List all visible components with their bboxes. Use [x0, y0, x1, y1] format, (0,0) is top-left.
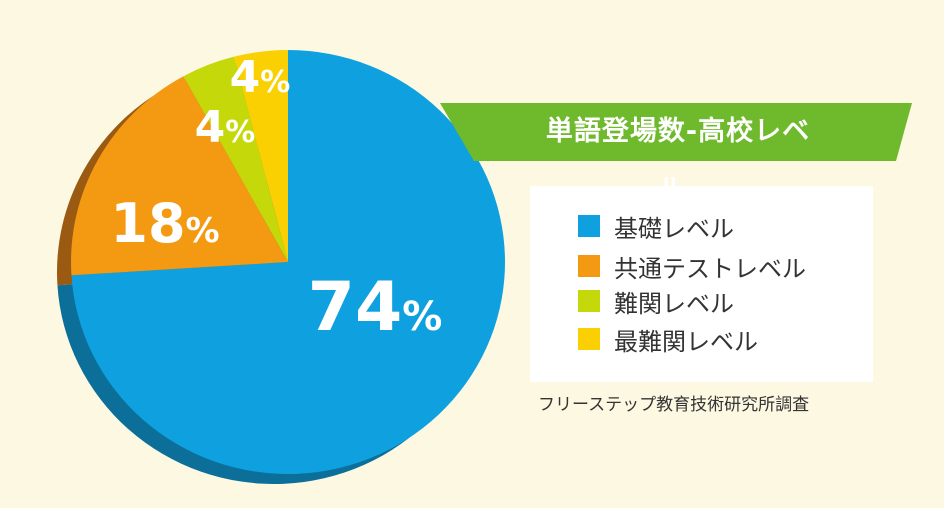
- data-label-basic: 74%: [308, 268, 443, 347]
- data-label-value-basic: 74: [308, 268, 403, 347]
- pie-slice-difficult: [183, 56, 288, 262]
- data-label-value-most-difficult: 4: [230, 52, 261, 103]
- pie-slice-basic: [71, 50, 506, 474]
- legend-item-most-difficult: 最難関レベル: [578, 324, 758, 356]
- legend-item-basic: 基礎レベル: [578, 211, 734, 243]
- legend-swatch-most-difficult: [578, 328, 600, 350]
- data-label-common-test: 18%: [110, 192, 219, 255]
- legend-item-difficult: 難関レベル: [578, 286, 734, 318]
- source-note: フリーステップ教育技術研究所調査: [538, 395, 810, 415]
- legend-swatch-basic: [578, 215, 600, 237]
- legend-label-basic: 基礎レベル: [614, 214, 734, 243]
- pie-slice-most-difficult: [234, 50, 288, 262]
- legend-swatch-common-test: [578, 255, 600, 277]
- legend: 基礎レベル 共通テストレベル 難関レベル 最難関レベル: [530, 186, 873, 382]
- legend-item-common-test: 共通テストレベル: [578, 251, 806, 283]
- legend-label-common-test: 共通テストレベル: [614, 254, 806, 283]
- legend-label-difficult: 難関レベル: [614, 289, 734, 318]
- pie-slices: [71, 50, 506, 474]
- data-label-unit-difficult: %: [225, 115, 255, 150]
- chart-title: 単語登場数-高校レベル-: [545, 116, 811, 205]
- data-label-value-common-test: 18: [110, 192, 185, 255]
- title-banner-shape: [440, 103, 912, 161]
- data-label-unit-most-difficult: %: [260, 65, 290, 100]
- data-label-difficult: 4%: [195, 102, 256, 153]
- legend-swatch-difficult: [578, 290, 600, 312]
- legend-label-most-difficult: 最難関レベル: [614, 327, 758, 356]
- data-label-unit-common-test: %: [186, 211, 220, 251]
- pie-slice-common-test: [71, 76, 288, 276]
- title-banner: 単語登場数-高校レベル-: [440, 103, 912, 205]
- data-label-unit-basic: %: [402, 294, 442, 340]
- data-label-value-difficult: 4: [195, 102, 226, 153]
- data-label-most-difficult: 4%: [230, 52, 291, 103]
